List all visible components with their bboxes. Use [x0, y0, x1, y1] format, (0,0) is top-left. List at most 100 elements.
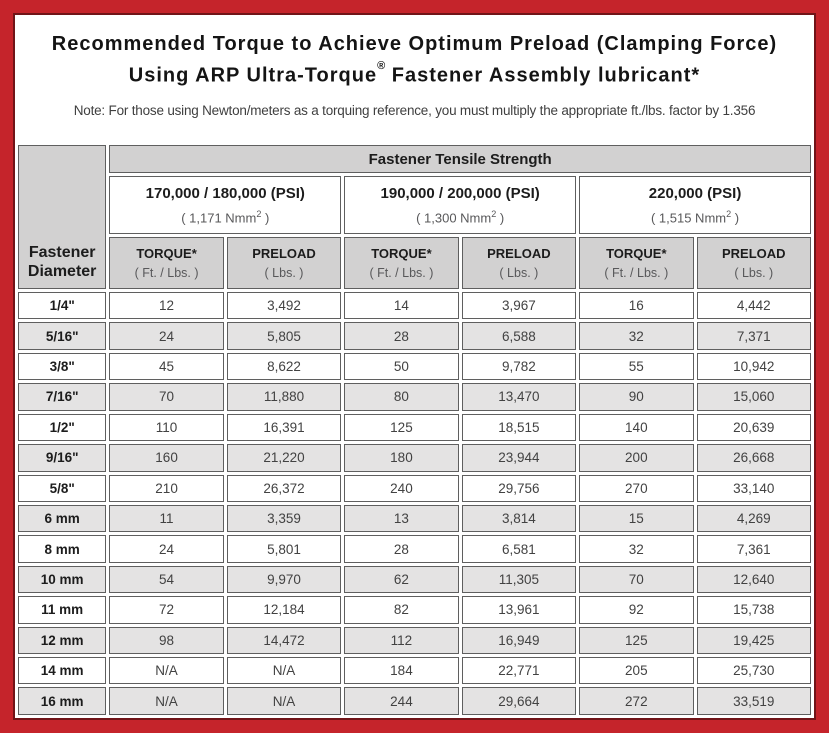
- fastener-diameter-cell: 10 mm: [18, 565, 107, 594]
- preload-value-cell: 16,391: [226, 413, 342, 442]
- torque-value-cell: 28: [344, 535, 459, 563]
- preload-value-cell: 4,442: [696, 292, 811, 320]
- preload-col-header-1: PRELOAD ( Lbs. ): [226, 237, 342, 289]
- table-row: 1/2" 110 16,391 125 18,515 140 20,639: [18, 413, 811, 442]
- psi-group-220: 220,000 (PSI) ( 1,515 Nmm2 ): [579, 176, 811, 234]
- table-row: 16 mm N/A N/A 244 29,664 272 33,519: [18, 687, 811, 715]
- table-row: 10 mm 54 9,970 62 11,305 70 12,640: [18, 565, 811, 594]
- torque-col-header-3: TORQUE* ( Ft. / Lbs. ): [579, 237, 694, 289]
- preload-value-cell: 26,372: [226, 474, 342, 502]
- title-line-1: Recommended Torque to Achieve Optimum Pr…: [51, 33, 778, 55]
- torque-value-cell: 125: [344, 413, 459, 442]
- torque-table: Fastener Diameter Fastener Tensile Stren…: [15, 142, 814, 718]
- preload-col-header-2: PRELOAD ( Lbs. ): [461, 237, 577, 289]
- preload-value-cell: 33,519: [696, 687, 811, 715]
- title-line-2: Using ARP Ultra-Torque: [128, 64, 378, 87]
- torque-value-cell: 98: [109, 626, 224, 655]
- torque-value-cell: 140: [579, 413, 694, 442]
- torque-value-cell: 45: [109, 352, 224, 381]
- fastener-diameter-header-line2: Diameter: [27, 263, 97, 280]
- preload-value-cell: 16,949: [461, 626, 577, 655]
- fastener-diameter-cell: 3/8": [18, 352, 107, 381]
- preload-value-cell: 29,756: [461, 474, 577, 502]
- table-row: 3/8" 45 8,622 50 9,782 55 10,942: [18, 352, 811, 381]
- torque-value-cell: N/A: [109, 657, 224, 685]
- preload-value-cell: 12,184: [226, 596, 342, 624]
- psi-label: 170,000 / 180,000 (PSI): [145, 184, 305, 202]
- note-text: Note: For those using Newton/meters as a…: [73, 102, 756, 118]
- fastener-diameter-header-line1: Fastener: [28, 244, 96, 261]
- torque-value-cell: 210: [109, 474, 224, 502]
- nmm-label: ( 1,300 Nmm2 ): [416, 208, 505, 226]
- preload-value-cell: N/A: [226, 687, 342, 715]
- table-row: 12 mm 98 14,472 112 16,949 125 19,425: [18, 626, 811, 655]
- preload-value-cell: 9,782: [461, 352, 577, 381]
- registered-mark: ®: [377, 60, 386, 73]
- fastener-diameter-cell: 5/8": [18, 474, 107, 502]
- preload-value-cell: 3,814: [461, 504, 577, 533]
- torque-table-wrap: Fastener Diameter Fastener Tensile Stren…: [15, 142, 814, 718]
- torque-col-header-1: TORQUE* ( Ft. / Lbs. ): [109, 237, 224, 289]
- psi-label: 190,000 / 200,000 (PSI): [380, 184, 540, 202]
- preload-value-cell: 25,730: [696, 657, 811, 685]
- preload-value-cell: 3,492: [226, 292, 342, 320]
- preload-value-cell: 20,639: [696, 413, 811, 442]
- table-row: 14 mm N/A N/A 184 22,771 205 25,730: [18, 657, 811, 685]
- torque-value-cell: 70: [579, 565, 694, 594]
- preload-value-cell: 3,359: [226, 504, 342, 533]
- torque-value-cell: 11: [109, 504, 224, 533]
- torque-value-cell: 32: [579, 322, 694, 350]
- fastener-diameter-cell: 1/4": [18, 292, 107, 320]
- torque-value-cell: 82: [344, 596, 459, 624]
- preload-value-cell: 13,470: [461, 383, 577, 411]
- torque-value-cell: 15: [579, 504, 694, 533]
- torque-value-cell: 55: [579, 352, 694, 381]
- preload-value-cell: 6,581: [461, 535, 577, 563]
- title-block: Recommended Torque to Achieve Optimum Pr…: [15, 15, 814, 142]
- preload-value-cell: 19,425: [696, 626, 811, 655]
- torque-value-cell: 80: [344, 383, 459, 411]
- table-row: 8 mm 24 5,801 28 6,581 32 7,361: [18, 535, 811, 563]
- content-panel: Recommended Torque to Achieve Optimum Pr…: [13, 13, 816, 720]
- torque-value-cell: 110: [109, 413, 224, 442]
- tensile-strength-header: Fastener Tensile Strength: [109, 145, 811, 173]
- title-line-2-suffix: Fastener Assembly lubricant*: [385, 64, 701, 87]
- fastener-diameter-cell: 8 mm: [18, 535, 107, 563]
- torque-value-cell: 180: [344, 444, 459, 472]
- torque-value-cell: 16: [579, 292, 694, 320]
- torque-value-cell: N/A: [109, 687, 224, 715]
- page-title: Recommended Torque to Achieve Optimum Pr…: [15, 31, 814, 90]
- torque-value-cell: 62: [344, 565, 459, 594]
- nmm-label: ( 1,171 Nmm2 ): [181, 208, 270, 226]
- preload-value-cell: 13,961: [461, 596, 577, 624]
- fastener-diameter-cell: 5/16": [18, 322, 107, 350]
- preload-value-cell: 9,970: [226, 565, 342, 594]
- torque-value-cell: 244: [344, 687, 459, 715]
- torque-value-cell: 14: [344, 292, 459, 320]
- preload-value-cell: 4,269: [696, 504, 811, 533]
- preload-value-cell: 7,371: [696, 322, 811, 350]
- preload-value-cell: 5,805: [226, 322, 342, 350]
- fastener-diameter-cell: 11 mm: [18, 596, 107, 624]
- fastener-diameter-cell: 1/2": [18, 413, 107, 442]
- preload-value-cell: 5,801: [226, 535, 342, 563]
- torque-value-cell: 184: [344, 657, 459, 685]
- preload-value-cell: 26,668: [696, 444, 811, 472]
- table-row: 11 mm 72 12,184 82 13,961 92 15,738: [18, 596, 811, 624]
- preload-value-cell: 14,472: [226, 626, 342, 655]
- torque-value-cell: 270: [579, 474, 694, 502]
- table-row: 5/16" 24 5,805 28 6,588 32 7,371: [18, 322, 811, 350]
- preload-value-cell: 15,060: [696, 383, 811, 411]
- fastener-diameter-cell: 9/16": [18, 444, 107, 472]
- torque-value-cell: 72: [109, 596, 224, 624]
- torque-value-cell: 92: [579, 596, 694, 624]
- table-row: 1/4" 12 3,492 14 3,967 16 4,442: [18, 292, 811, 320]
- fastener-diameter-cell: 6 mm: [18, 504, 107, 533]
- preload-value-cell: 21,220: [226, 444, 342, 472]
- torque-value-cell: 32: [579, 535, 694, 563]
- torque-value-cell: 90: [579, 383, 694, 411]
- preload-value-cell: 8,622: [226, 352, 342, 381]
- torque-value-cell: 13: [344, 504, 459, 533]
- torque-table-body: 1/4" 12 3,492 14 3,967 16 4,442 5/16" 24 5,805 28 6…: [18, 292, 811, 715]
